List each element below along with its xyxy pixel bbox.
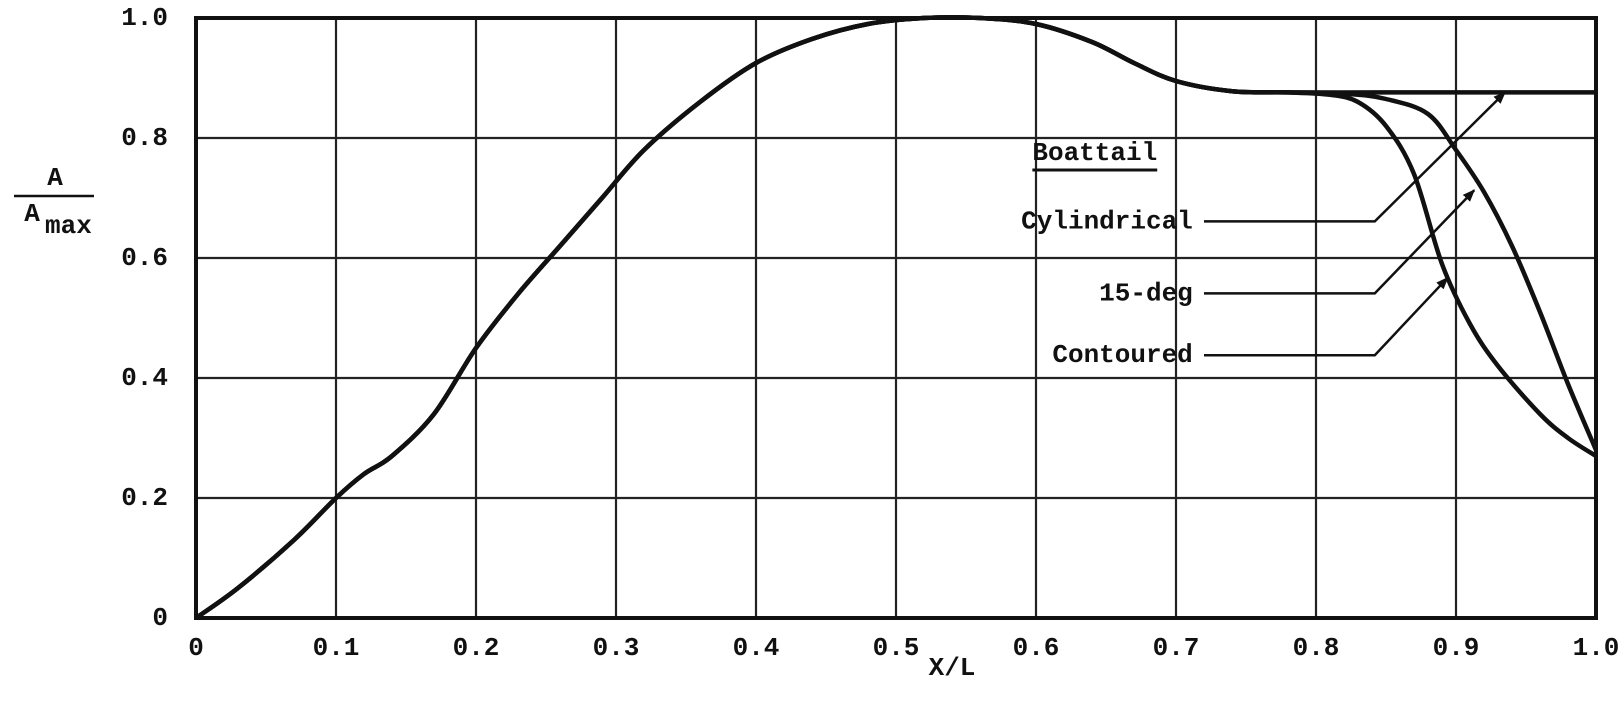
x-tick-label: 0.6 (1013, 633, 1060, 663)
x-tick-label: 0.9 (1433, 633, 1480, 663)
y-tick-label: 0.6 (121, 243, 168, 273)
x-tick-label: 1.0 (1573, 633, 1620, 663)
x-axis-label: X/L (929, 653, 976, 683)
legend-title: Boattail (1032, 138, 1157, 168)
x-tick-label: 0.5 (873, 633, 920, 663)
y-label-numerator: A (47, 163, 63, 193)
x-tick-label: 0.7 (1153, 633, 1200, 663)
legend-label: Contoured (1052, 340, 1192, 370)
y-tick-label: 0.2 (121, 483, 168, 513)
legend-label: 15-deg (1099, 278, 1193, 308)
legend-label: Cylindrical (1021, 206, 1193, 236)
x-tick-label: 0.2 (453, 633, 500, 663)
x-tick-label: 0.8 (1293, 633, 1340, 663)
y-label-denominator: A (24, 199, 40, 229)
x-tick-label: 0.3 (593, 633, 640, 663)
x-tick-label: 0.4 (733, 633, 780, 663)
x-tick-label: 0 (188, 633, 204, 663)
y-tick-label: 0.8 (121, 123, 168, 153)
data-line (194, 15, 1598, 620)
x-tick-label: 0.1 (313, 633, 360, 663)
leader-line (1204, 91, 1506, 223)
y-tick-label: 0.4 (121, 363, 168, 393)
leader-line (1204, 276, 1449, 357)
leader-line (1204, 189, 1476, 295)
y-tick-label: 0 (152, 603, 168, 633)
y-tick-label: 1.0 (121, 3, 168, 33)
y-label-subscript: max (45, 211, 92, 241)
